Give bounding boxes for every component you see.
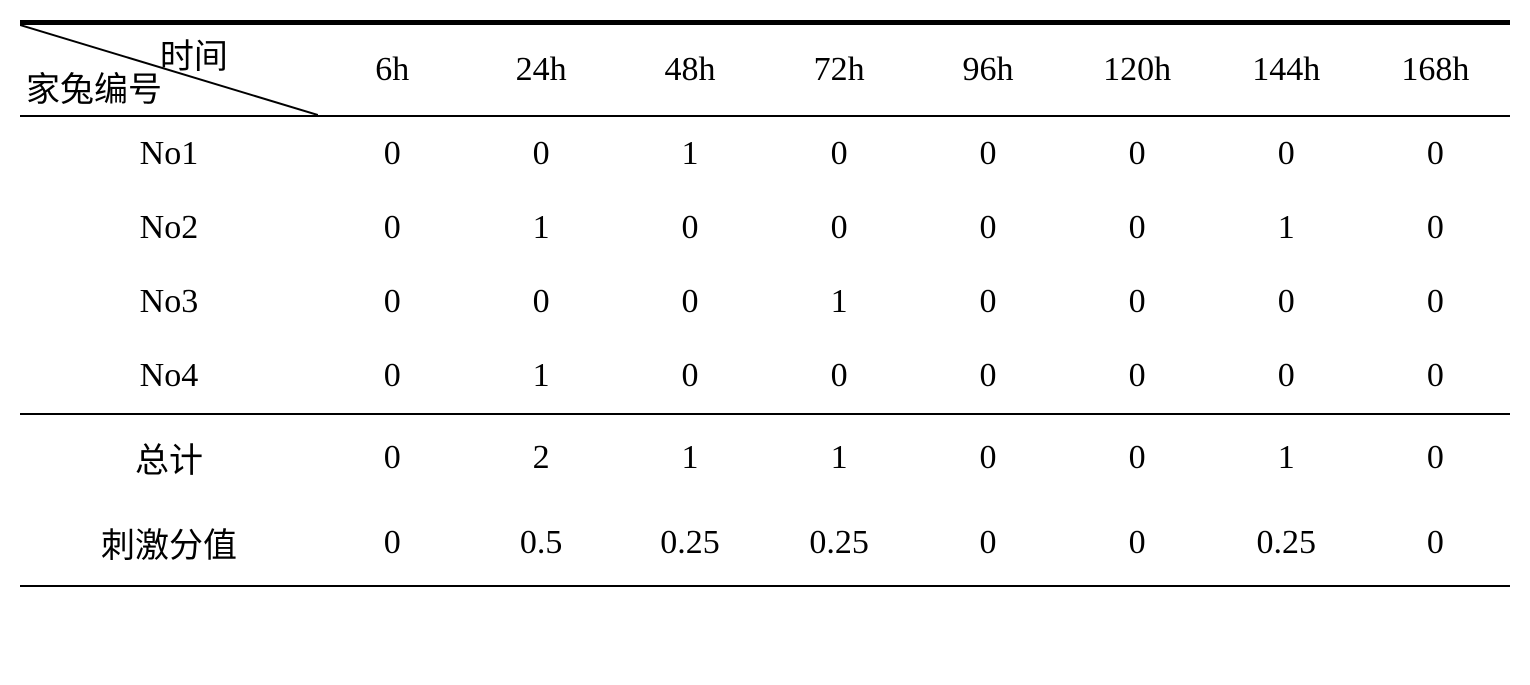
col-header: 72h (765, 23, 914, 117)
table-row: No2 0 1 0 0 0 0 1 0 (20, 191, 1510, 265)
table-cell: 0 (318, 265, 467, 339)
table-cell: 1 (616, 414, 765, 500)
table-cell: 0 (1212, 265, 1361, 339)
summary-row: 刺激分值 0 0.5 0.25 0.25 0 0 0.25 0 (20, 500, 1510, 586)
table-cell: 0 (318, 414, 467, 500)
table-cell: 0 (1063, 500, 1212, 586)
table-cell: 1 (1212, 414, 1361, 500)
table-cell: 0 (318, 500, 467, 586)
table-cell: 1 (467, 339, 616, 414)
table-cell: 0.25 (616, 500, 765, 586)
table-cell: 0 (765, 191, 914, 265)
col-header: 24h (467, 23, 616, 117)
row-label: No2 (20, 191, 318, 265)
table-cell: 0 (914, 191, 1063, 265)
table-cell: 0 (1212, 339, 1361, 414)
header-time-label: 时间 (160, 29, 228, 78)
summary-label: 总计 (20, 414, 318, 500)
table-cell: 1 (1212, 191, 1361, 265)
col-header: 96h (914, 23, 1063, 117)
col-header: 120h (1063, 23, 1212, 117)
table-cell: 0 (1063, 339, 1212, 414)
table-cell: 0 (1361, 265, 1510, 339)
table-cell: 0 (616, 339, 765, 414)
table-cell: 0 (1063, 116, 1212, 191)
table-row: No3 0 0 0 1 0 0 0 0 (20, 265, 1510, 339)
table-header-row: 时间 家兔编号 6h 24h 48h 72h 96h 120h 144h 168… (20, 23, 1510, 117)
table-cell: 0 (914, 500, 1063, 586)
table-cell: 1 (467, 191, 616, 265)
table-cell: 0 (1063, 191, 1212, 265)
table-cell: 0 (914, 414, 1063, 500)
table-cell: 1 (765, 414, 914, 500)
table-cell: 0 (318, 339, 467, 414)
table-cell: 1 (765, 265, 914, 339)
table-cell: 0 (1361, 339, 1510, 414)
table-cell: 0 (765, 116, 914, 191)
table-cell: 0 (1212, 116, 1361, 191)
row-label: No4 (20, 339, 318, 414)
table-cell: 0 (1361, 116, 1510, 191)
table-cell: 0 (318, 191, 467, 265)
header-diagonal-cell: 时间 家兔编号 (20, 23, 318, 117)
table-cell: 0 (914, 265, 1063, 339)
table-cell: 0.25 (1212, 500, 1361, 586)
table-cell: 0 (765, 339, 914, 414)
table-cell: 0 (1063, 265, 1212, 339)
col-header: 168h (1361, 23, 1510, 117)
col-header: 144h (1212, 23, 1361, 117)
table-cell: 0 (318, 116, 467, 191)
table-cell: 2 (467, 414, 616, 500)
table-cell: 0 (467, 116, 616, 191)
table-cell: 0 (1361, 191, 1510, 265)
table-cell: 0 (616, 191, 765, 265)
col-header: 48h (616, 23, 765, 117)
table-row: No1 0 0 1 0 0 0 0 0 (20, 116, 1510, 191)
table-cell: 0 (1361, 414, 1510, 500)
table-cell: 0 (1063, 414, 1212, 500)
row-label: No1 (20, 116, 318, 191)
summary-row: 总计 0 2 1 1 0 0 1 0 (20, 414, 1510, 500)
table-cell: 0.25 (765, 500, 914, 586)
table-cell: 0 (616, 265, 765, 339)
row-label: No3 (20, 265, 318, 339)
table-cell: 0 (467, 265, 616, 339)
table-cell: 0.5 (467, 500, 616, 586)
summary-label: 刺激分值 (20, 500, 318, 586)
table-cell: 1 (616, 116, 765, 191)
table-cell: 0 (914, 339, 1063, 414)
data-table: 时间 家兔编号 6h 24h 48h 72h 96h 120h 144h 168… (20, 20, 1510, 587)
header-rabbit-label: 家兔编号 (26, 62, 162, 111)
table-cell: 0 (1361, 500, 1510, 586)
col-header: 6h (318, 23, 467, 117)
table-cell: 0 (914, 116, 1063, 191)
table-row: No4 0 1 0 0 0 0 0 0 (20, 339, 1510, 414)
